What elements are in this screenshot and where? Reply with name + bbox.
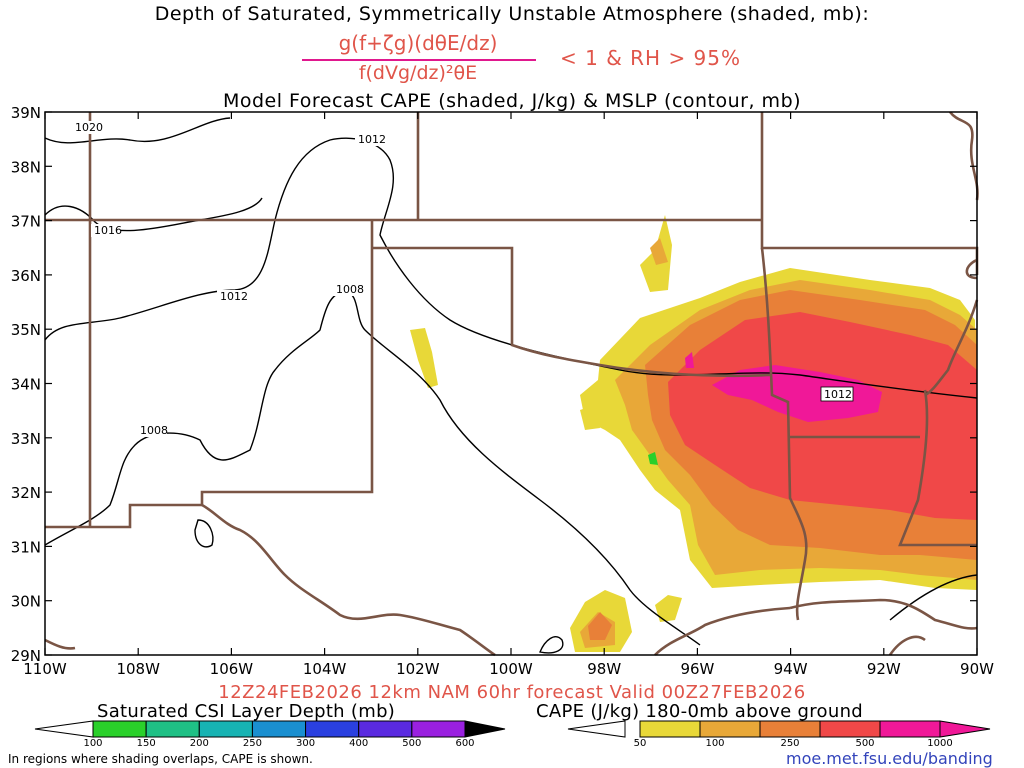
isobar-label: 1012: [824, 388, 852, 401]
isobar-label: 1016: [94, 224, 122, 237]
colorbar-cell: [759, 720, 821, 738]
csi-colorbar: [34, 720, 506, 738]
isobar-1008: [44, 291, 701, 646]
isobar-label: 1008: [140, 424, 168, 437]
isobar-label: 1008: [336, 283, 364, 296]
lat-tick-label: 34N: [11, 376, 41, 394]
formula-condition: < 1 & RH > 95%: [560, 46, 742, 70]
lon-tick-label: 100W: [489, 660, 533, 678]
colorbar-label: 250: [242, 738, 262, 749]
colorbar-cell: [358, 720, 413, 738]
lat-tick-label: 33N: [11, 430, 41, 448]
lon-tick-label: 102W: [396, 660, 440, 678]
valid-time: 12Z24FEB2026 12km NAM 60hr forecast Vali…: [218, 682, 806, 703]
colorbar-label: 300: [296, 738, 316, 749]
colorbar-cell: [251, 720, 307, 738]
colorbar-cell: [639, 720, 701, 738]
colorbar-cell: [145, 720, 200, 738]
colorbar-label: 100: [705, 738, 725, 749]
colorbar-label: 500: [402, 738, 422, 749]
colorbar-label: 100: [83, 738, 103, 749]
lon-tick-label: 108W: [116, 660, 160, 678]
colorbar-label: 600: [455, 738, 475, 749]
longitude-axis: 110W 108W 106W 104W 102W 100W 98W 96W 94W 92W 90W: [23, 112, 994, 678]
cape-colorbar: [567, 720, 991, 738]
isobar-1020: [44, 117, 231, 144]
colorbar-cell: [819, 720, 881, 738]
lon-tick-label: 110W: [23, 660, 67, 678]
cape-50-region: [580, 405, 600, 430]
cape-colorbar-title: CAPE (J/kg) 180-0mb above ground: [536, 701, 864, 722]
colorbar-cell: [305, 720, 360, 738]
isobar-1016: [44, 197, 263, 232]
formula-numerator: g(f+ζg)(dθE/dz): [338, 31, 498, 55]
colorbar-label: 50: [633, 738, 647, 749]
credit-link[interactable]: moe.met.fsu.edu/banding: [786, 749, 993, 768]
isobar-small: [539, 636, 564, 654]
colorbar-cell: [879, 720, 941, 738]
cape-50-region: [410, 328, 438, 388]
lon-tick-label: 106W: [210, 660, 254, 678]
formula-denominator: f(dVg/dz)²θE: [358, 62, 478, 84]
overlap-note: In regions where shading overlaps, CAPE …: [8, 752, 313, 766]
cape-50-region: [655, 595, 682, 622]
colorbar-label: 250: [780, 738, 800, 749]
csi-colorbar-title: Saturated CSI Layer Depth (mb): [97, 701, 396, 722]
cape-250-region: [588, 612, 612, 640]
lon-tick-label: 94W: [774, 660, 808, 678]
lon-tick-label: 98W: [587, 660, 621, 678]
cape-1000-region: [712, 365, 882, 422]
latitude-axis: 39N 38N 37N 36N 35N 34N 33N 32N 31N 30N 29N: [11, 104, 977, 665]
title-line-3: Model Forecast CAPE (shaded, J/kg) & MSL…: [222, 90, 802, 112]
colorbar-cell: [92, 720, 147, 738]
isobar-label: 1020: [75, 121, 103, 134]
colorbar-cell: [198, 720, 253, 738]
isobar-labels: 1020 1012 1016 1012 1008 1008 1012: [72, 121, 854, 437]
isobar-small: [889, 574, 978, 621]
title-line-1: Depth of Saturated, Symmetrically Unstab…: [154, 3, 870, 25]
isobar-small: [194, 519, 214, 548]
colorbar-label: 150: [136, 738, 156, 749]
lat-tick-label: 37N: [11, 213, 41, 231]
lon-tick-label: 90W: [960, 660, 994, 678]
colorbar-cell: [699, 720, 761, 738]
csi-100-region: [648, 452, 658, 465]
formula-fraction-bar: [302, 59, 536, 61]
lon-tick-label: 92W: [867, 660, 901, 678]
lat-tick-label: 39N: [11, 104, 41, 122]
lat-tick-label: 29N: [11, 647, 41, 665]
colorbar-label: 200: [189, 738, 209, 749]
lon-tick-label: 104W: [303, 660, 347, 678]
isobar-label: 1012: [358, 133, 386, 146]
colorbar-label: 1000: [927, 738, 953, 749]
isobar-label: 1012: [220, 290, 248, 303]
lat-tick-label: 32N: [11, 484, 41, 502]
lat-tick-label: 31N: [11, 538, 41, 556]
cape-100-region: [650, 238, 668, 265]
lat-tick-label: 38N: [11, 158, 41, 176]
colorbar-label: 400: [349, 738, 369, 749]
cape-shading: [410, 215, 977, 652]
colorbar-label: 500: [855, 738, 875, 749]
colorbar-cell: [411, 720, 466, 738]
cape-1000-region: [685, 352, 694, 368]
lat-tick-label: 35N: [11, 321, 41, 339]
lon-tick-label: 96W: [680, 660, 714, 678]
lat-tick-label: 36N: [11, 267, 41, 285]
lat-tick-label: 30N: [11, 593, 41, 611]
state-borders: [44, 111, 979, 657]
